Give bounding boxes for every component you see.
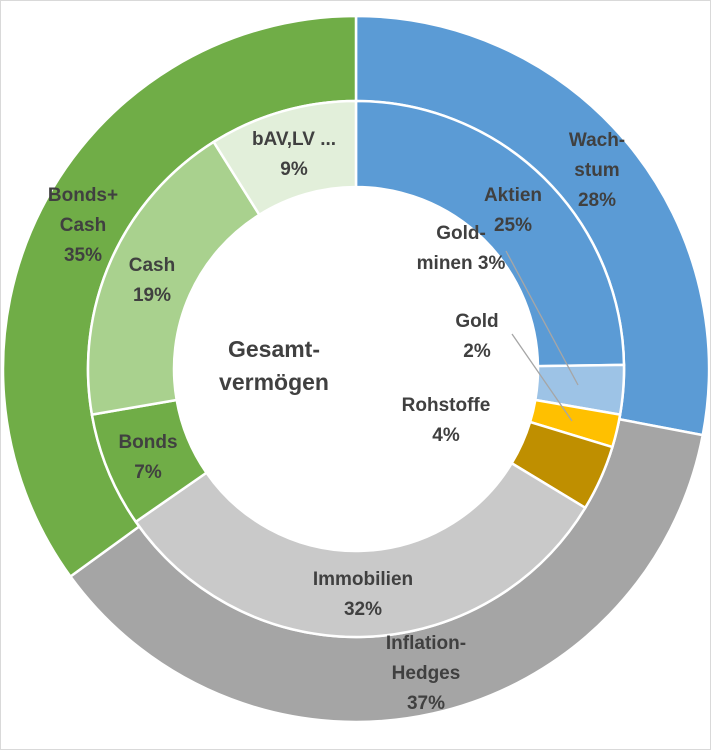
outer-label-wach-stum-line-2: stum — [574, 160, 619, 181]
inner-slice-immobilien — [134, 461, 587, 639]
inner-label-bav-lv-line-1: bAV,LV ... — [252, 129, 336, 150]
outer-label-bonds-cash-line-1: Bonds+ — [48, 185, 118, 206]
outer-label-wach-stum-line-3: 28% — [578, 190, 616, 211]
leader-lines — [505, 250, 579, 422]
inner-label-aktien-line-2: 25% — [494, 215, 532, 236]
inner-label-gold-minen-line-2: minen 3% — [417, 253, 506, 274]
data-labels: Wach-stum 28% Inflation- Hedges 37% Bonds+ Cas… — [48, 129, 625, 714]
outer-ring — [1, 14, 710, 724]
outer-label-inflation-hedges-line-1: Inflation- — [386, 633, 466, 654]
inner-label-bav-lv-line-2: 9% — [280, 159, 308, 180]
inner-label-immobilien-line-1: Immobilien — [313, 569, 413, 590]
leader-line-2 — [511, 333, 573, 422]
inner-label-cash-line-1: Cash — [129, 255, 175, 276]
inner-label-aktien-line-1: Aktien — [484, 185, 542, 206]
inner-label-rohstoffe-line-2: 4% — [432, 425, 460, 446]
inner-label-rohstoffe-line-1: Rohstoffe — [402, 395, 491, 416]
inner-slice-bav-lv — [211, 99, 358, 217]
outer-label-wach-stum-line-1: Wach- — [569, 130, 625, 151]
center-label-line-1: Gesamt- — [228, 336, 320, 362]
outer-label-inflation-hedges-line-3: 37% — [407, 693, 445, 714]
inner-label-gold-line-2: 2% — [463, 341, 491, 362]
leader-line-1 — [505, 250, 579, 386]
outer-label-bonds-cash-line-2: Cash — [60, 215, 106, 236]
outer-label-inflation-hedges-line-2: Hedges — [392, 663, 461, 684]
inner-label-gold-line-1: Gold — [455, 311, 498, 332]
inner-label-bonds-line-2: 7% — [134, 462, 162, 483]
inner-label-cash-line-2: 19% — [133, 285, 171, 306]
outer-label-bonds-cash-line-3: 35% — [64, 245, 102, 266]
inner-ring — [86, 99, 626, 639]
center-label-line-2: vermögen — [219, 369, 329, 395]
inner-label-bonds-line-1: Bonds — [118, 432, 177, 453]
inner-label-gold-minen-line-1: Gold- — [436, 223, 486, 244]
inner-slice-aktien — [354, 99, 626, 368]
inner-label-immobilien-line-2: 32% — [344, 599, 382, 620]
